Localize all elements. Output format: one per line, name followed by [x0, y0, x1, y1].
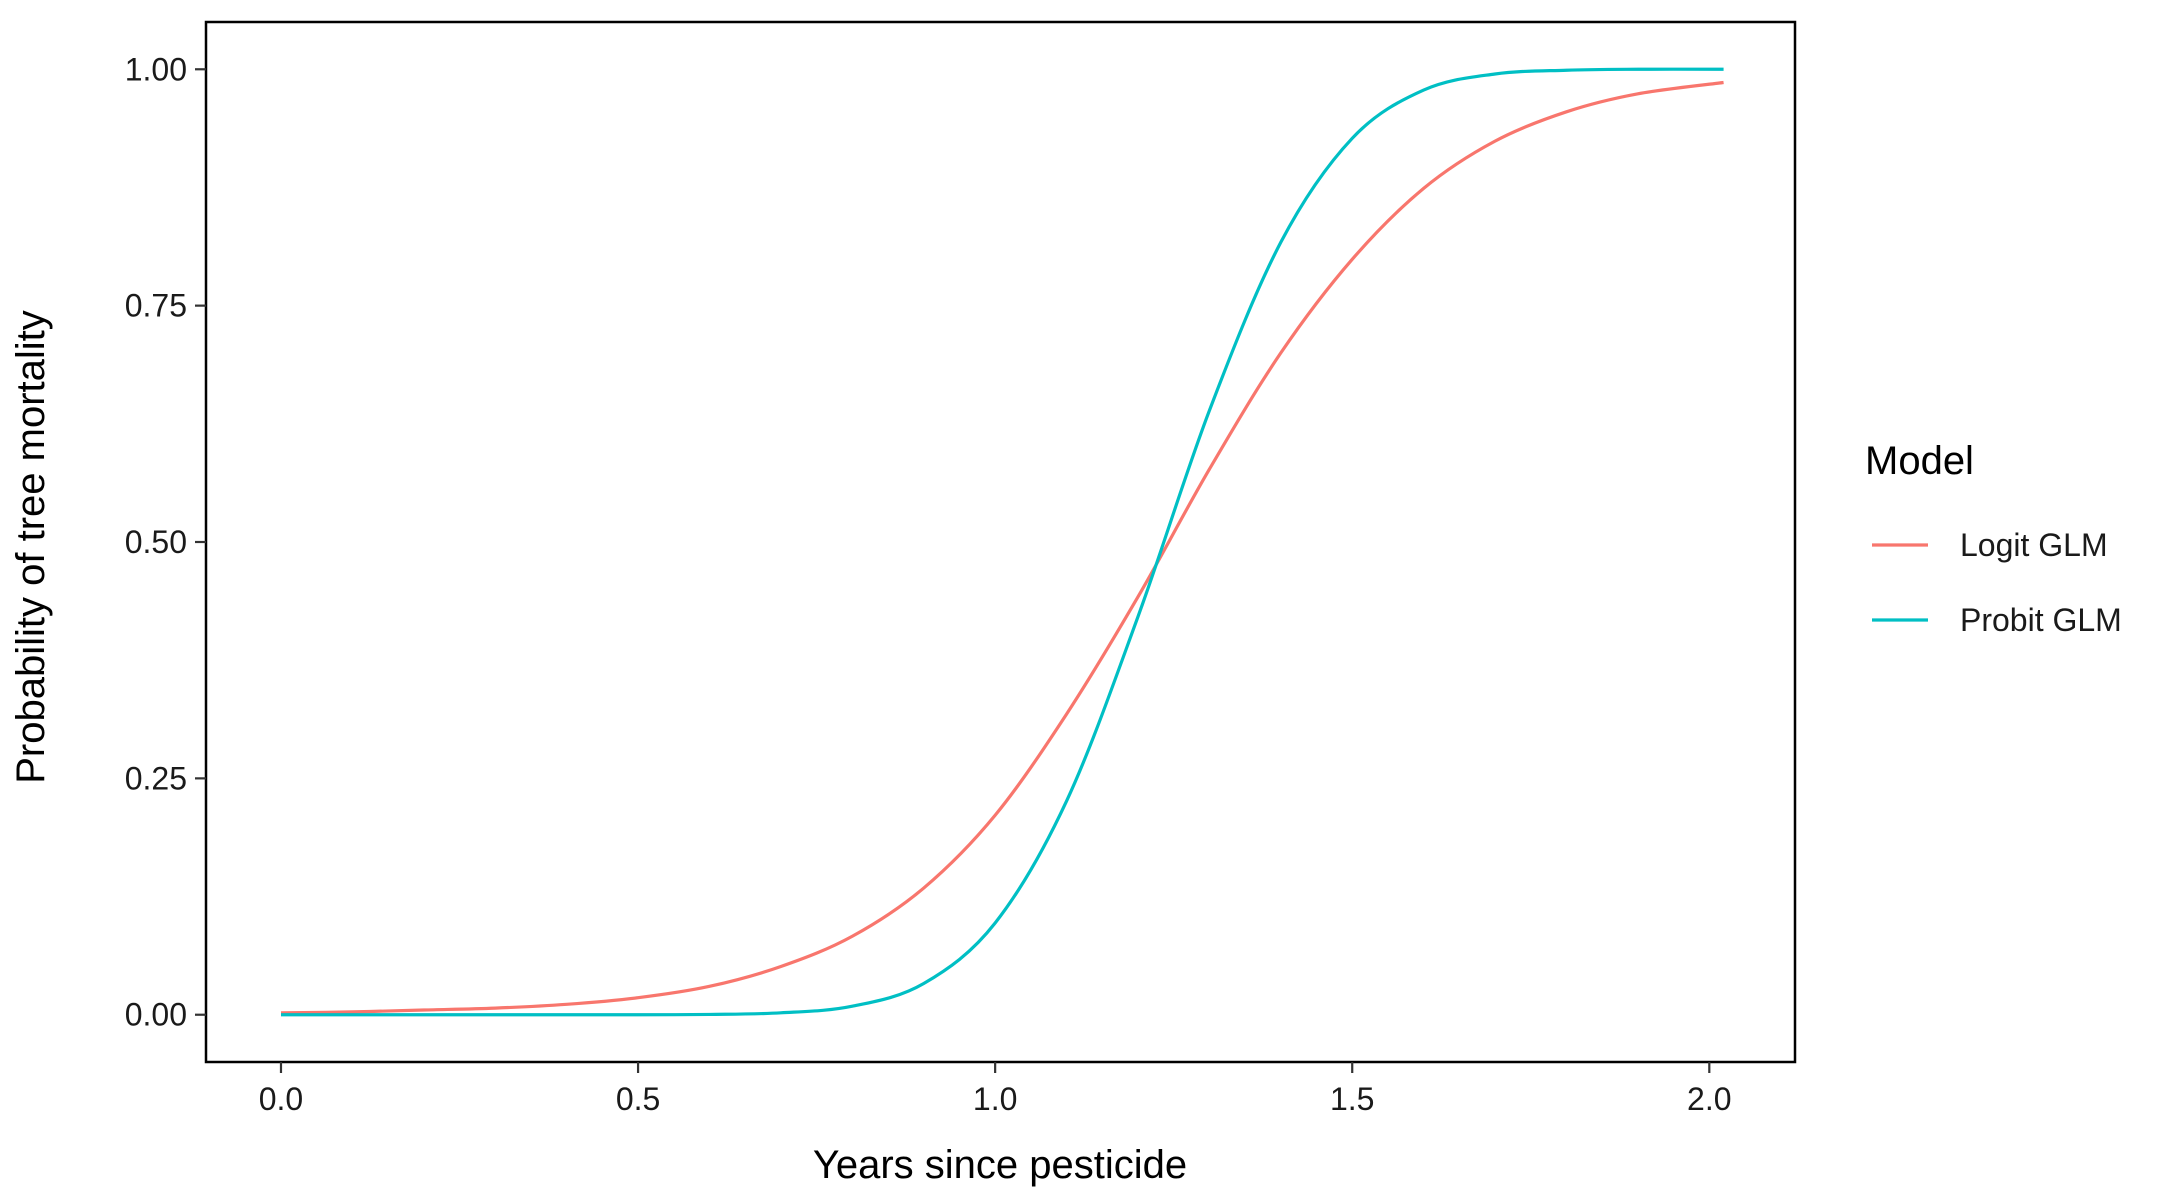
legend-title: Model	[1865, 439, 1974, 483]
series-lines	[280, 67, 1724, 1017]
y-axis-title: Probability of tree mortality	[9, 310, 53, 784]
x-tick-label: 1.5	[1330, 1081, 1374, 1117]
x-tick-label: 2.0	[1687, 1081, 1731, 1117]
legend-label-logit-glm: Logit GLM	[1960, 527, 2108, 563]
series-line-logit-glm	[280, 80, 1724, 1015]
x-axis-ticks: 0.0 0.5 1.0 1.5 2.0	[259, 1062, 1732, 1117]
y-tick-label: 0.50	[125, 524, 187, 560]
y-tick-label: 0.75	[125, 288, 187, 324]
x-tick-label: 0.0	[259, 1081, 303, 1117]
x-axis-title: Years since pesticide	[813, 1143, 1187, 1187]
series-line-probit-glm	[280, 67, 1724, 1017]
legend-items: Logit GLM Probit GLM	[1872, 527, 2122, 638]
x-tick-label: 0.5	[616, 1081, 660, 1117]
y-tick-label: 0.25	[125, 760, 187, 796]
legend-label-probit-glm: Probit GLM	[1960, 602, 2122, 638]
y-tick-label: 0.00	[125, 997, 187, 1033]
legend: Model Logit GLM Probit GLM	[1865, 439, 2122, 638]
y-tick-label: 1.00	[125, 51, 187, 87]
x-tick-label: 1.0	[973, 1081, 1017, 1117]
y-axis-ticks: 0.00 0.25 0.50 0.75 1.00	[125, 51, 206, 1033]
